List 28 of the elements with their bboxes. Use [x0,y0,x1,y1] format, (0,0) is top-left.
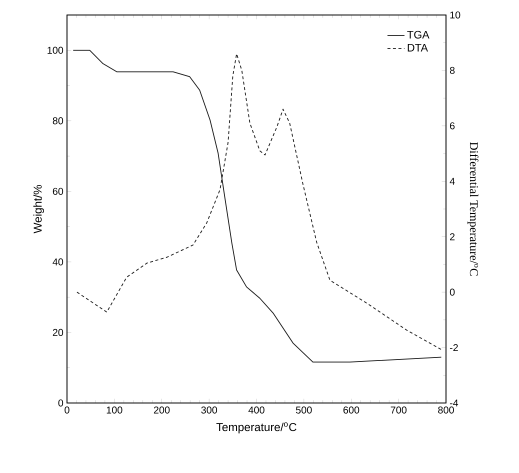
x-tick-label: 400 [248,406,264,414]
y2-tick-label: 8 [450,66,455,74]
y-tick-label: 20 [52,328,64,336]
y-tick-label: 40 [52,258,64,266]
x-axis-title: Temperature/$^{o}$C [216,422,296,434]
y2-axis-title: Differential Temperature/$^{o}$C [467,142,478,276]
y-tick-label: 80 [52,117,64,124]
legend-label: TGA [407,30,430,39]
x-tick-label: 600 [343,406,360,414]
x-tick-label: 800 [438,406,454,414]
x-tick-label: 700 [390,406,407,414]
y-tick-label: 100 [48,46,64,54]
y2-tick-label: 10 [450,11,460,19]
y2-tick-label: -2 [450,344,458,352]
y2-tick-label: 0 [450,288,455,296]
x-tick-label: 200 [154,406,170,414]
y2-tick-label: -4 [450,400,458,406]
y2-tick-label: 2 [450,233,455,240]
x-tick-label: 0 [64,406,70,414]
y-tick-label: 60 [52,188,64,195]
x-tick-label: 300 [201,406,218,414]
legend-label: DTA [408,44,428,52]
y-axis-title: Weight/% [33,184,44,234]
x-tick-label: 500 [296,406,312,414]
y-tick-label: 0 [58,399,64,407]
y2-tick-label: 4 [450,178,455,185]
y2-tick-label: 6 [450,122,455,130]
x-tick-label: 100 [106,406,122,414]
